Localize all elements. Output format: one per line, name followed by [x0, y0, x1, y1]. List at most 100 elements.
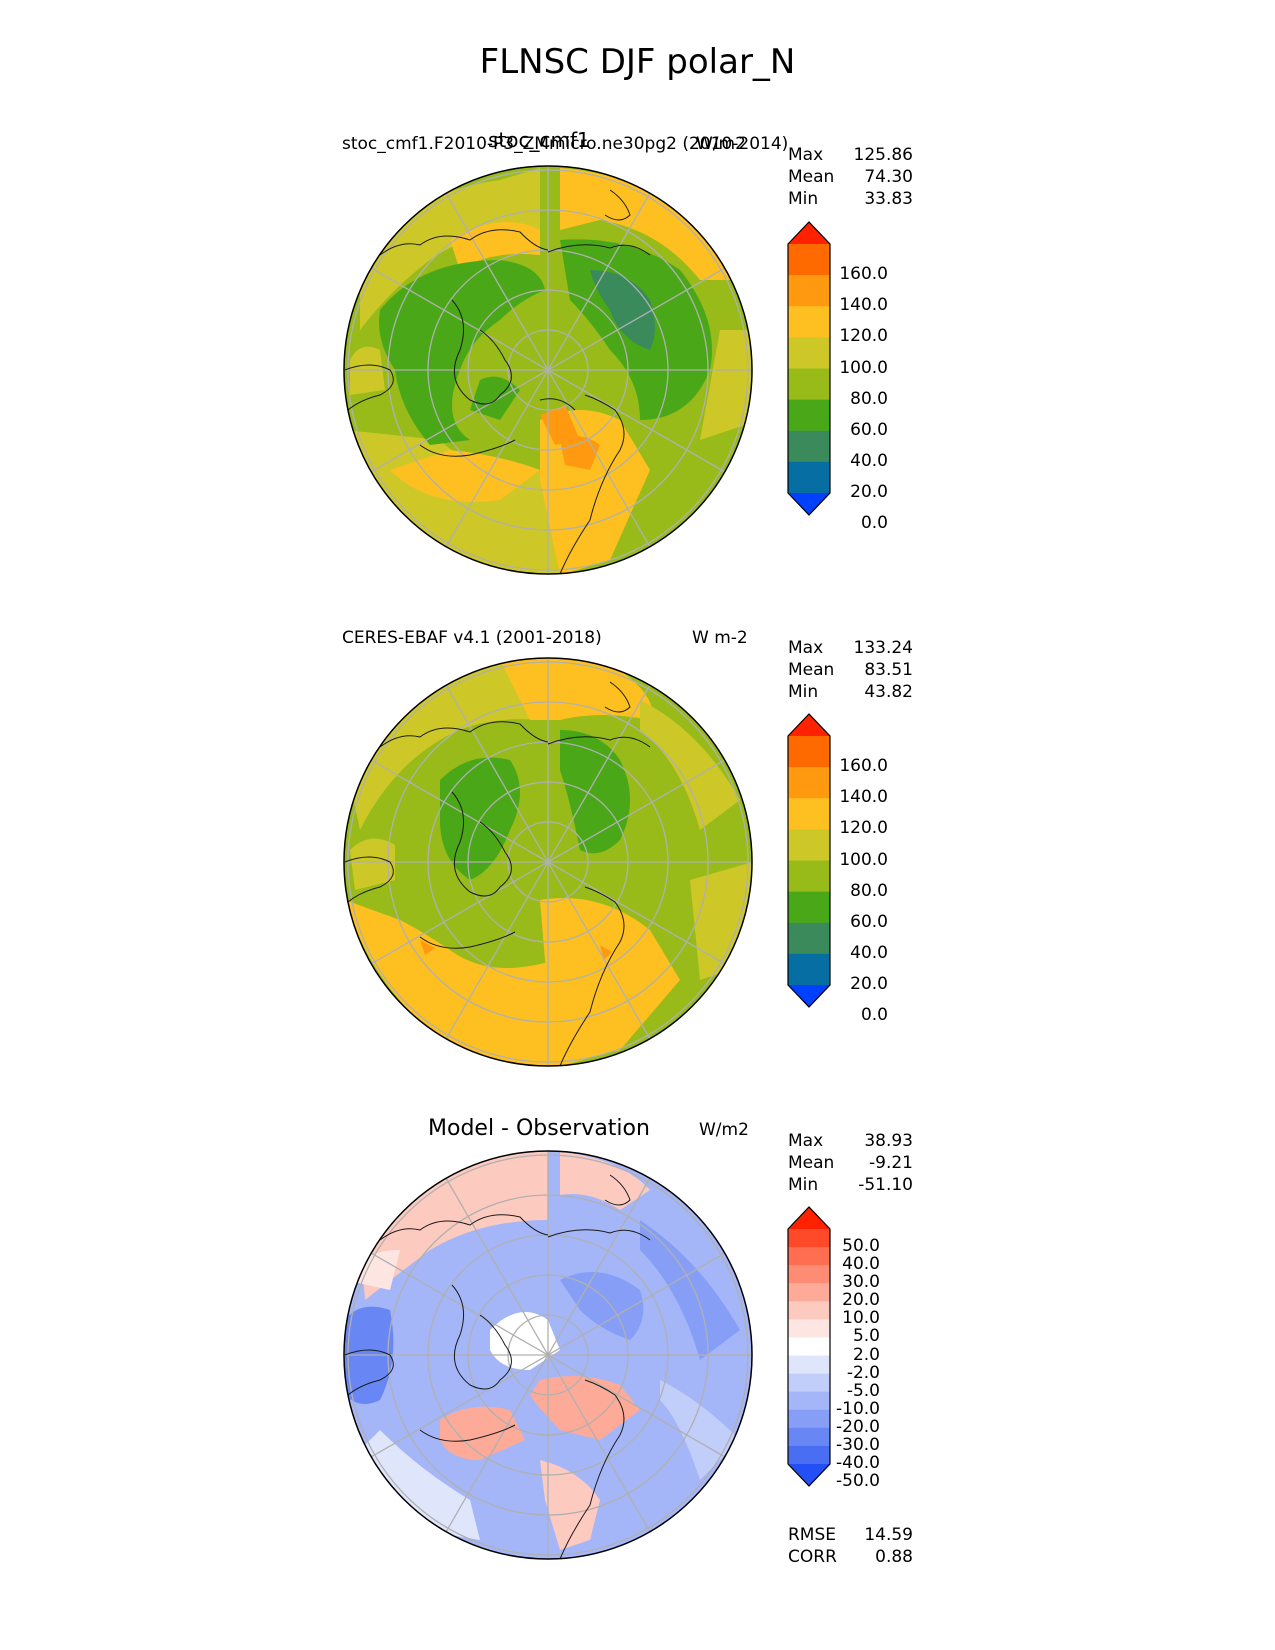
colorbar-tick-label: 100.0: [839, 357, 888, 378]
panel1-units: W/m2: [696, 134, 746, 154]
panel1-stat-mean-label: Mean: [788, 167, 835, 187]
panel2-stat-min-value: 43.82: [864, 682, 913, 702]
colorbar-tick-label: 60.0: [850, 911, 888, 932]
panel1-stat-min-value: 33.83: [864, 189, 913, 209]
colorbar-tick-label: 10.0: [842, 1308, 880, 1329]
colorbar-tick-label: 20.0: [850, 482, 888, 502]
colorbar-swatch: [788, 736, 830, 768]
panel3-stat-min-value: -51.10: [858, 1175, 913, 1195]
colorbar-tick-label: -50.0: [836, 1471, 880, 1492]
colorbar-swatch: [788, 1337, 830, 1357]
colorbar-extend-min: [788, 1464, 830, 1486]
colorbar-tick-label: 0.0: [860, 513, 888, 534]
panel1-title: stoc_cmf1: [488, 128, 590, 152]
colorbar-tick-label: -20.0: [836, 1416, 880, 1437]
colorbar-extend-max: [788, 222, 830, 244]
colorbar-extend-max: [788, 714, 830, 736]
colorbar-tick-label: 20.0: [850, 974, 888, 994]
colorbar-swatch: [788, 306, 830, 338]
colorbar-tick-label: 160.0: [839, 264, 888, 285]
colorbar-tick-label: 0.0: [860, 1005, 888, 1026]
colorbar-swatch: [788, 1265, 830, 1284]
colorbar-tick-label: 5.0: [852, 1326, 880, 1347]
colorbar-tick-label: 80.0: [850, 388, 888, 409]
colorbar-tick-label: 120.0: [839, 326, 888, 347]
panel2-colorbar: [787, 713, 831, 1008]
colorbar-swatch: [788, 1283, 830, 1302]
panel3-title: Model - Observation: [428, 1116, 650, 1141]
colorbar-outline: [787, 1206, 831, 1487]
panel3-stat-min-label: Min: [788, 1175, 819, 1195]
panel2-map-border: [343, 657, 753, 1067]
panel2-stat-max-value: 133.24: [853, 638, 913, 658]
colorbar-tick-label: 40.0: [850, 450, 888, 471]
panel2-stat-min-label: Min: [788, 682, 819, 702]
colorbar-tick-label: 2.0: [852, 1344, 880, 1365]
colorbar-tick-label: 120.0: [839, 818, 888, 839]
panel2-map: [344, 658, 752, 1066]
colorbar-swatch: [788, 1319, 830, 1338]
colorbar-swatch: [788, 1229, 830, 1248]
panel3-units: W/m2: [699, 1120, 749, 1140]
colorbar-tick-label: -30.0: [836, 1434, 880, 1455]
colorbar-extend-min: [788, 985, 830, 1007]
panel3-stat-max-label: Max: [788, 1131, 824, 1151]
colorbar-swatch: [788, 275, 830, 307]
panel3-rmse-value: 14.59: [864, 1525, 913, 1545]
panel1-left-label: stoc_cmf1.F2010-P3_ZMmicro.ne30pg2 (2010…: [342, 134, 789, 154]
colorbar-outline: [787, 713, 831, 1008]
colorbar-tick-label: 140.0: [839, 787, 888, 808]
panel3-rmse-label: RMSE: [788, 1525, 837, 1545]
colorbar-tick-label: -2.0: [846, 1362, 880, 1383]
colorbar-tick-label: 50.0: [842, 1236, 880, 1257]
colorbar-swatch: [788, 1373, 830, 1393]
colorbar-swatch: [788, 798, 830, 830]
panel3-map-border: [343, 1150, 753, 1560]
colorbar-swatch: [788, 461, 830, 494]
colorbar-swatch: [788, 1247, 830, 1266]
colorbar-swatch: [788, 829, 830, 861]
colorbar-tick-label: 40.0: [842, 1254, 880, 1275]
colorbar-swatch: [788, 953, 830, 986]
panel3-corr-label: CORR: [788, 1547, 837, 1567]
panel3-colorbar: [787, 1206, 831, 1487]
colorbar-tick-label: 140.0: [839, 295, 888, 316]
colorbar-swatch: [788, 1445, 830, 1465]
panel2-stat-mean-value: 83.51: [864, 660, 913, 680]
colorbar-swatch: [788, 1301, 830, 1320]
colorbar-tick-label: 80.0: [850, 880, 888, 901]
panel2-units: W m-2: [692, 628, 748, 648]
panel1-stat-min-label: Min: [788, 189, 819, 209]
panel1-map-border: [343, 165, 753, 575]
panel1-stat-mean-value: 74.30: [864, 167, 913, 187]
colorbar-tick-label: 20.0: [842, 1290, 880, 1311]
panel1-stat-max-label: Max: [788, 145, 824, 165]
colorbar-swatch: [788, 891, 830, 924]
colorbar-tick-label: 100.0: [839, 849, 888, 870]
colorbar-swatch: [788, 1355, 830, 1375]
colorbar-tick-label: 30.0: [842, 1272, 880, 1293]
colorbar-tick-label: 40.0: [850, 942, 888, 963]
panel2-stat-mean-label: Mean: [788, 660, 835, 680]
panel1-colorbar: [787, 221, 831, 516]
colorbar-swatch: [788, 1409, 830, 1429]
panel3-stat-mean-value: -9.21: [869, 1153, 913, 1173]
colorbar-swatch: [788, 922, 830, 955]
colorbar-swatch: [788, 767, 830, 799]
colorbar-swatch: [788, 430, 830, 463]
panel1-map: [344, 166, 752, 574]
panel3-map: [344, 1151, 752, 1559]
colorbar-tick-label: -10.0: [836, 1398, 880, 1419]
colorbar-swatch: [788, 860, 830, 893]
colorbar-extend-min: [788, 493, 830, 515]
colorbar-tick-label: 60.0: [850, 419, 888, 440]
colorbar-outline: [787, 221, 831, 516]
colorbar-swatch: [788, 337, 830, 369]
panel3-stat-mean-label: Mean: [788, 1153, 835, 1173]
panel2-stat-max-label: Max: [788, 638, 824, 658]
figure-title: FLNSC DJF polar_N: [479, 42, 796, 82]
panel3-stat-max-value: 38.93: [864, 1131, 913, 1151]
panel1-stat-max-value: 125.86: [853, 145, 913, 165]
colorbar-swatch: [788, 368, 830, 401]
